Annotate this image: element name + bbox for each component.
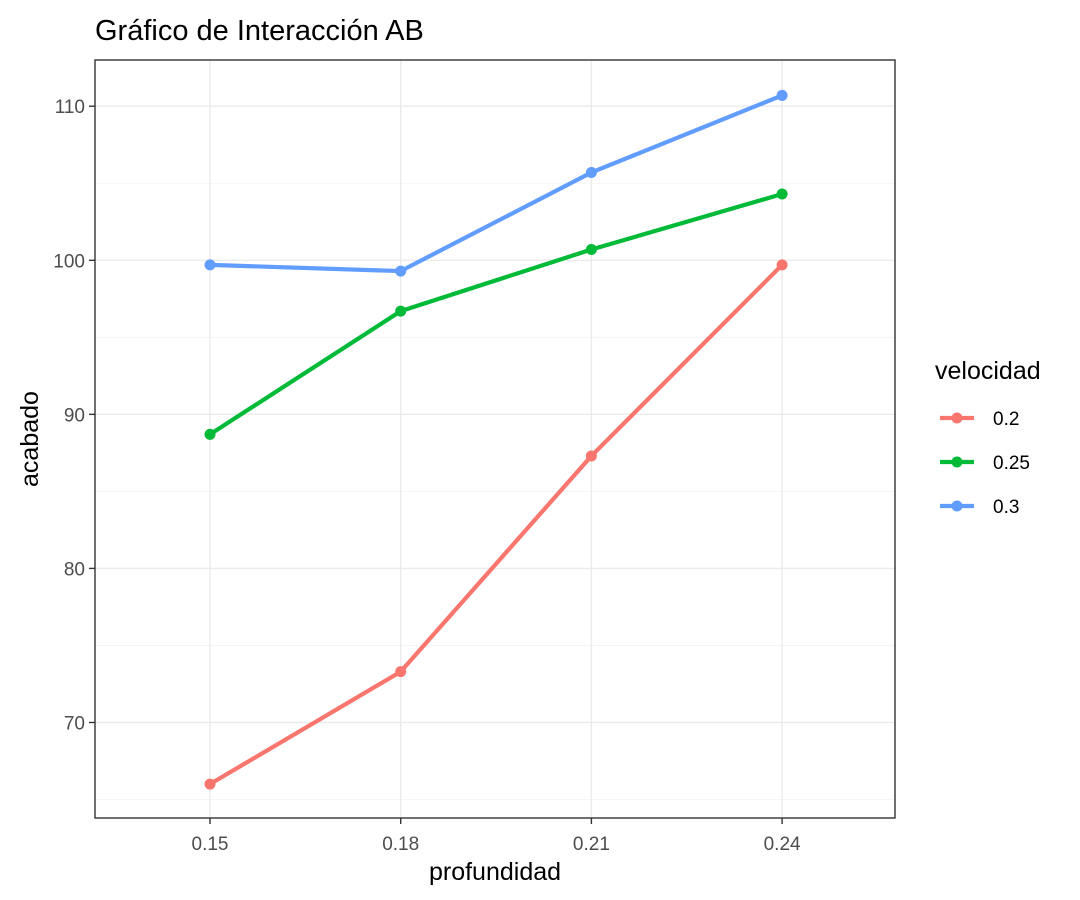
series-line — [208, 263, 784, 786]
data-point — [395, 666, 407, 678]
data-point — [204, 778, 216, 790]
legend-item: 0.2 — [940, 409, 1019, 430]
y-axis: 70 80 90 100 110 — [53, 97, 95, 734]
x-tick-label: 0.24 — [764, 834, 801, 855]
series-0.3 — [204, 89, 788, 277]
legend-label: 0.25 — [993, 453, 1030, 474]
y-tick-label: 70 — [64, 713, 85, 734]
data-point — [585, 166, 597, 178]
data-point — [776, 259, 788, 271]
legend-label: 0.3 — [993, 497, 1019, 518]
legend-key-point — [951, 456, 963, 468]
legend-item: 0.25 — [940, 453, 1030, 474]
x-tick-label: 0.18 — [382, 834, 419, 855]
minor-gridlines — [95, 182, 895, 800]
series-0.2 — [204, 259, 788, 790]
major-gridlines — [95, 60, 895, 818]
data-point — [776, 89, 788, 101]
legend-key-point — [951, 500, 963, 512]
data-point — [585, 244, 597, 255]
data-point — [585, 450, 597, 462]
legend-items: 0.2 0.25 0.3 — [940, 409, 1030, 518]
y-axis-title: acabado — [16, 391, 44, 487]
x-axis: 0.15 0.18 0.21 0.24 — [192, 818, 801, 855]
data-point — [204, 259, 216, 271]
series-line — [209, 93, 783, 274]
legend: velocidad 0.2 0.25 0.3 — [935, 357, 1041, 518]
chart-title: Gráfico de Interacción AB — [95, 15, 424, 47]
legend-title: velocidad — [935, 357, 1041, 385]
x-tick-label: 0.21 — [573, 834, 610, 855]
data-point — [204, 428, 216, 440]
panel-border — [94, 59, 896, 819]
x-tick-label: 0.15 — [192, 834, 229, 855]
x-axis-title: profundidad — [429, 858, 561, 886]
y-tick-label: 80 — [64, 559, 85, 580]
data-point — [776, 188, 788, 200]
legend-item: 0.3 — [940, 497, 1019, 518]
series-layer — [204, 89, 788, 790]
y-tick-label: 100 — [53, 251, 85, 272]
y-tick-label: 90 — [64, 405, 85, 426]
y-tick-label: 110 — [55, 97, 85, 118]
series-line — [208, 192, 783, 437]
legend-key-point — [951, 412, 963, 424]
series-0.25 — [204, 188, 788, 440]
data-point — [395, 265, 407, 277]
legend-label: 0.2 — [993, 409, 1019, 430]
data-point — [395, 305, 407, 317]
